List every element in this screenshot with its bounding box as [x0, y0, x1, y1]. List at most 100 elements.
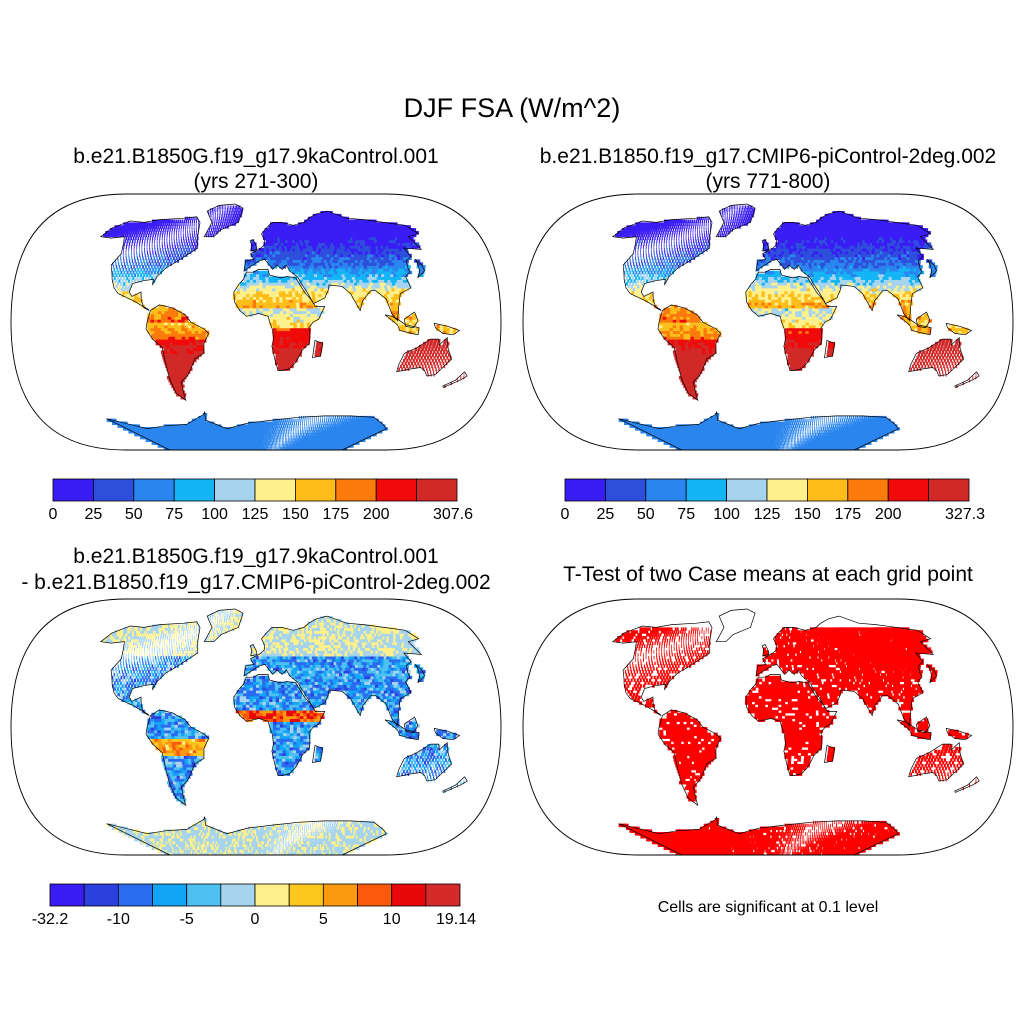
grid-cell	[346, 424, 349, 428]
grid-cell	[115, 273, 118, 277]
grid-cell	[150, 265, 153, 269]
grid-cell	[391, 287, 397, 292]
grid-cell	[272, 447, 274, 450]
grid-cell	[296, 432, 298, 437]
grid-cell	[280, 418, 283, 423]
grid-cell	[378, 424, 382, 428]
grid-cell	[149, 242, 150, 246]
grid-cell	[185, 236, 187, 241]
grid-cell	[280, 447, 281, 450]
grid-cell	[349, 415, 351, 420]
grid-cell	[289, 336, 294, 340]
grid-cell	[137, 273, 140, 277]
grid-cell	[136, 253, 138, 258]
grid-cell	[154, 327, 159, 332]
grid-cell	[327, 268, 332, 272]
grid-cell	[265, 296, 270, 300]
grid-cell	[268, 444, 270, 448]
grid-cell	[156, 265, 159, 269]
grid-cell	[412, 316, 417, 320]
grid-cell	[300, 421, 301, 425]
grid-cell	[126, 270, 129, 275]
grid-cell	[299, 438, 301, 442]
grid-cell	[314, 353, 318, 357]
grid-cell	[300, 333, 304, 337]
grid-cell	[295, 231, 300, 235]
grid-cell	[169, 341, 174, 346]
grid-cell	[311, 250, 317, 255]
grid-cell	[324, 290, 329, 295]
grid-cell	[334, 279, 339, 283]
grid-cell	[357, 415, 360, 420]
grid-cell	[182, 370, 188, 374]
grid-cell	[385, 299, 391, 303]
grid-cell	[298, 427, 300, 431]
grid-cell	[242, 424, 246, 428]
grid-cell	[303, 336, 307, 340]
grid-cell	[294, 421, 296, 425]
grid-cell	[164, 327, 169, 332]
grid-cell	[357, 424, 361, 428]
grid-cell	[217, 216, 219, 221]
grid-cell	[299, 233, 304, 238]
grid-cell	[250, 245, 254, 249]
grid-cell	[116, 231, 120, 235]
grid-cell	[138, 245, 140, 249]
grid-cell	[766, 444, 769, 448]
grid-cell	[310, 316, 315, 320]
grid-cell	[303, 242, 308, 246]
grid-cell	[181, 367, 187, 371]
grid-cell	[336, 421, 339, 425]
grid-cell	[321, 435, 325, 440]
grid-cell	[272, 427, 275, 431]
grid-cell	[276, 333, 281, 337]
grid-cell	[107, 231, 111, 235]
grid-cell	[281, 287, 286, 292]
grid-cell	[329, 435, 333, 440]
grid-cell	[274, 418, 277, 423]
grid-cell	[125, 245, 127, 249]
grid-cell	[120, 228, 124, 232]
grid-cell	[318, 259, 323, 263]
grid-cell	[177, 253, 179, 258]
grid-cell	[394, 296, 400, 300]
grid-cell	[293, 236, 298, 241]
grid-cell	[345, 262, 350, 266]
grid-cell	[393, 285, 399, 289]
grid-cell	[177, 353, 183, 357]
grid-cell	[133, 265, 135, 269]
grid-cell	[262, 299, 267, 303]
grid-cell	[183, 248, 185, 252]
grid-cell	[242, 293, 247, 297]
grid-cell	[340, 279, 346, 283]
grid-cell	[289, 231, 294, 235]
grid-cell	[157, 322, 162, 326]
grid-cell	[136, 228, 139, 232]
grid-cell	[288, 290, 293, 295]
grid-cell	[314, 427, 316, 431]
grid-cell	[191, 248, 193, 252]
grid-cell	[217, 424, 222, 428]
grid-cell	[361, 293, 366, 297]
grid-cell	[276, 225, 281, 229]
grid-cell	[315, 253, 321, 258]
grid-cell	[236, 205, 238, 209]
grid-cell	[282, 299, 287, 303]
grid-cell	[259, 430, 262, 434]
grid-cell	[292, 233, 297, 238]
grid-cell	[130, 231, 133, 235]
grid-cell	[271, 248, 276, 252]
grid-cell	[366, 256, 373, 260]
grid-cell	[256, 435, 259, 440]
grid-cell	[433, 370, 435, 374]
grid-cell	[350, 268, 356, 272]
grid-cell	[242, 304, 247, 309]
grid-cell	[279, 296, 284, 300]
grid-cell	[286, 319, 291, 323]
grid-cell	[156, 242, 158, 246]
grid-cell	[239, 299, 244, 303]
grid-cell	[361, 265, 367, 269]
grid-cell	[213, 219, 215, 223]
grid-cell	[333, 427, 337, 431]
grid-cell	[169, 239, 170, 243]
